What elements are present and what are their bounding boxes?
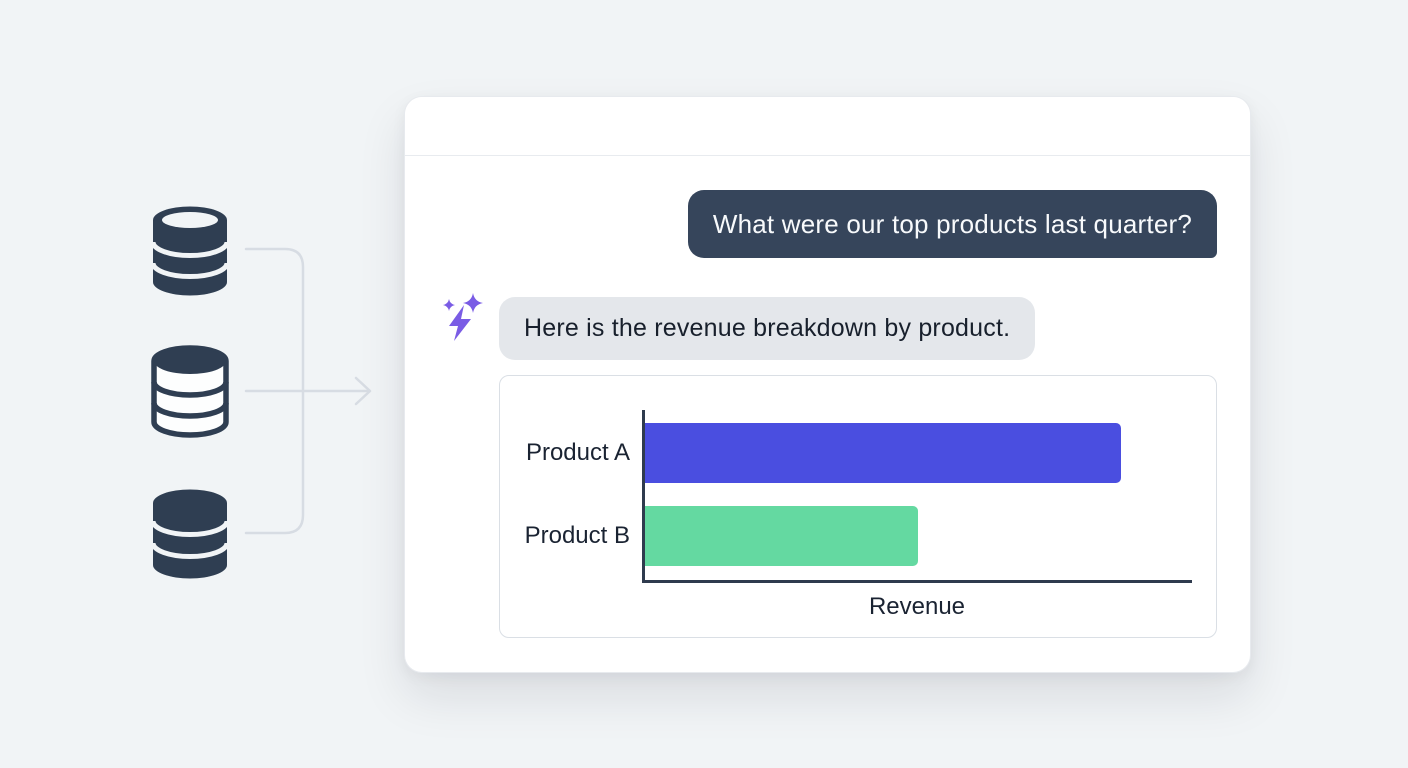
category-label-product-a: Product A	[525, 439, 630, 466]
user-message-text: What were our top products last quarter?	[712, 208, 1192, 239]
assistant-message-text: Here is the revenue breakdown by product…	[524, 314, 1011, 342]
sparkles-icon	[437, 291, 489, 343]
chat-window-header	[405, 97, 1250, 156]
database-icon	[150, 204, 230, 298]
category-label-product-b: Product B	[524, 522, 630, 549]
x-axis-line	[642, 580, 1192, 583]
x-axis-label: Revenue	[868, 593, 966, 620]
user-message-bubble: What were our top products last quarter?	[687, 190, 1217, 258]
bar-product-a	[644, 423, 1121, 483]
chat-window: What were our top products last quarter?…	[404, 96, 1251, 673]
database-icon	[150, 487, 230, 581]
database-icon	[150, 345, 230, 439]
bar-product-b	[644, 506, 918, 566]
assistant-message-bubble: Here is the revenue breakdown by product…	[499, 297, 1036, 360]
revenue-chart-card: Product A Product B Revenue	[499, 375, 1217, 638]
flow-connector-arrow	[244, 247, 372, 535]
y-axis-line	[642, 410, 645, 582]
